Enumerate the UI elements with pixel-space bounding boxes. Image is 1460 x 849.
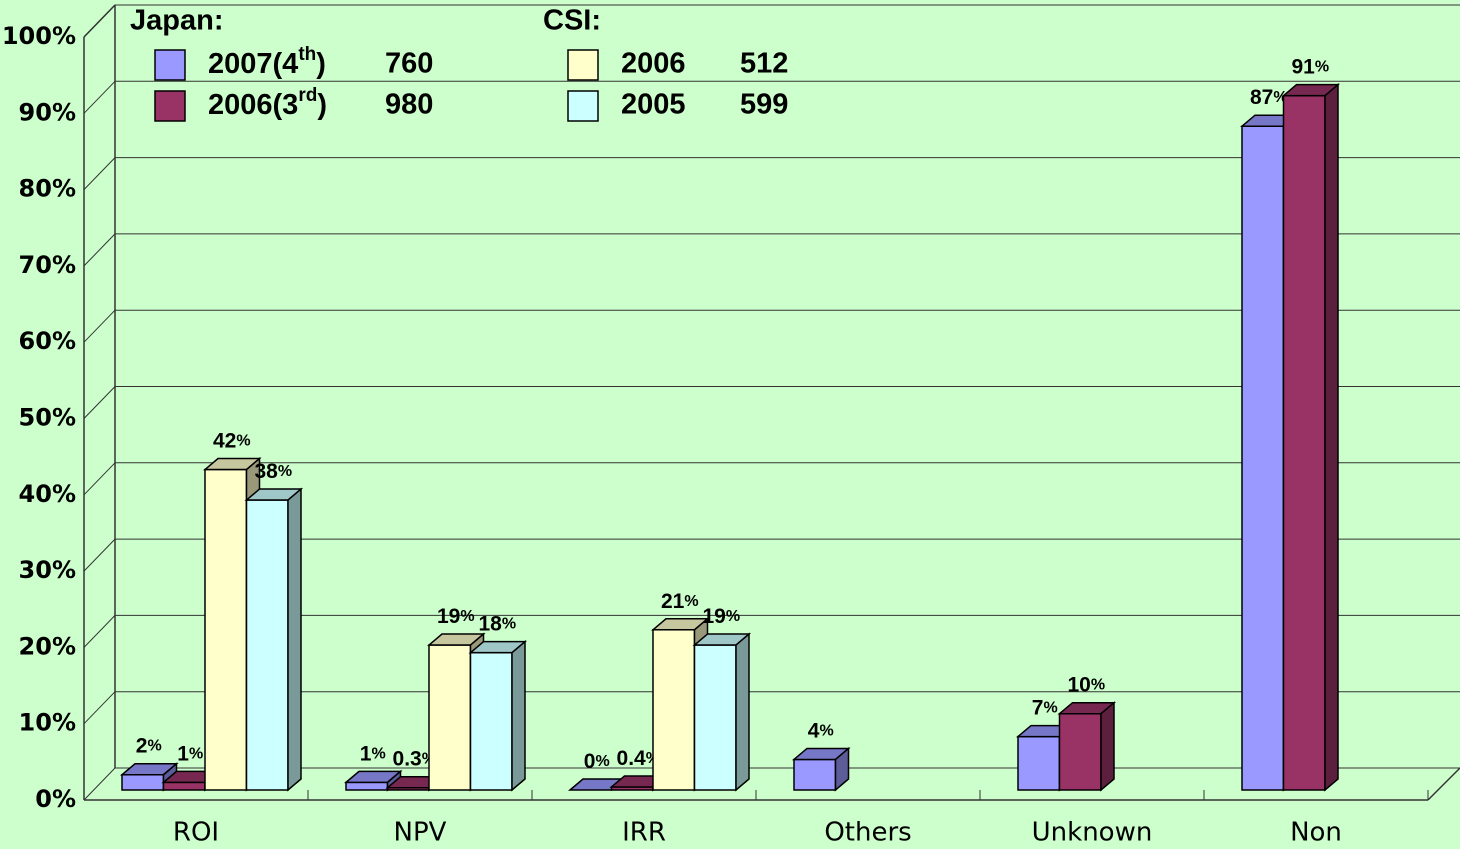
bar-front <box>1282 94 1326 791</box>
bar <box>468 640 528 792</box>
value-label: 87% <box>1250 86 1288 109</box>
grid-line-side <box>83 615 116 648</box>
legend-label: 2006 <box>621 48 686 80</box>
grid-line-side <box>83 233 116 267</box>
y-tick-label: 90% <box>19 98 76 126</box>
value-label: 91% <box>1291 55 1329 78</box>
value-label: 1% <box>177 742 203 765</box>
y-tick-label: 50% <box>19 404 76 432</box>
value-label: 19% <box>702 605 740 628</box>
grid-line-side <box>83 691 116 725</box>
value-label: 18% <box>478 612 516 635</box>
x-tick-label: NPV <box>394 818 447 848</box>
grid-line-side <box>83 4 116 38</box>
bar <box>244 487 304 792</box>
legend-count: 980 <box>385 89 433 121</box>
value-label: 1% <box>360 742 386 765</box>
bar-front <box>793 758 837 791</box>
bar-front <box>245 499 289 791</box>
legend-label: 2007(4th) <box>208 44 326 80</box>
bar-side <box>1324 83 1339 792</box>
bar <box>1057 701 1117 792</box>
y-tick-label: 60% <box>19 327 76 355</box>
bar-front <box>345 781 389 791</box>
legend-title: Japan: <box>130 5 223 37</box>
legend-swatch <box>567 49 599 81</box>
value-label: 0% <box>584 750 610 773</box>
bar-front <box>1017 735 1061 791</box>
grid-line-side <box>83 80 116 114</box>
floor-right <box>1427 767 1460 801</box>
y-tick-label: 0% <box>35 785 76 813</box>
value-label: 21% <box>661 589 699 612</box>
bar-front <box>121 773 165 791</box>
grid-line-side <box>83 538 116 572</box>
y-tick-label: 80% <box>19 175 76 203</box>
y-tick-label: 100% <box>2 22 76 50</box>
bar-front <box>428 644 472 791</box>
bar-side <box>287 487 302 792</box>
y-tick-label: 20% <box>19 632 76 660</box>
bar <box>791 746 851 792</box>
x-tick-label: Others <box>824 818 911 848</box>
x-tick-label: ROI <box>173 818 219 848</box>
value-label: 4% <box>808 719 834 742</box>
legend-title: CSI: <box>543 5 601 37</box>
value-label: 19% <box>437 605 475 628</box>
grid-line-side <box>83 462 116 496</box>
grid-line-side <box>83 309 116 343</box>
legend-swatch <box>567 90 599 122</box>
legend-count: 599 <box>740 89 788 121</box>
bar-front <box>1241 125 1285 791</box>
legend-count: 760 <box>385 48 433 80</box>
bar-front <box>1058 712 1102 791</box>
value-label: 7% <box>1032 696 1058 719</box>
x-tick-label: IRR <box>622 818 666 848</box>
bar-front <box>652 629 696 791</box>
legend-label: 2006(3rd) <box>208 85 327 121</box>
bar-side <box>1100 701 1115 792</box>
legend-swatch <box>154 90 186 122</box>
legend-count: 512 <box>740 48 788 80</box>
value-label: 38% <box>254 460 292 483</box>
y-tick-label: 30% <box>19 556 76 584</box>
bar-side <box>511 640 526 792</box>
grid-line-side <box>83 767 116 801</box>
legend-label: 2005 <box>621 89 686 121</box>
value-label: 10% <box>1067 673 1105 696</box>
x-tick-label: Non <box>1290 818 1342 848</box>
grid-line-side <box>83 386 116 419</box>
bar-front <box>693 644 737 791</box>
bar-front <box>162 781 206 791</box>
bar <box>1281 83 1341 792</box>
value-label: 42% <box>213 429 251 452</box>
y-tick-label: 10% <box>19 709 76 737</box>
legend-swatch <box>154 49 186 81</box>
y-tick-label: 40% <box>19 480 76 508</box>
grid-line-side <box>83 157 116 190</box>
y-tick-label: 70% <box>19 251 76 279</box>
bar-side <box>834 746 850 792</box>
bar <box>119 762 179 792</box>
x-tick-label: Unknown <box>1032 818 1153 848</box>
bar <box>692 632 752 792</box>
bar-front <box>204 468 248 791</box>
bar-side <box>735 632 750 792</box>
value-label: 2% <box>136 734 162 757</box>
bar-front <box>469 651 513 791</box>
